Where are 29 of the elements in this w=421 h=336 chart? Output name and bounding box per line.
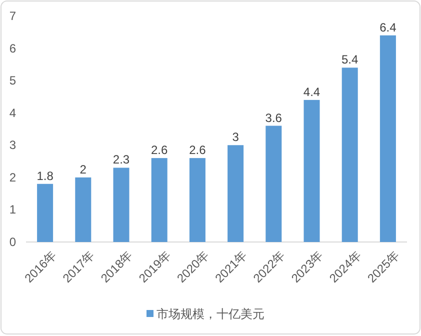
bar	[189, 158, 206, 242]
bar	[342, 68, 358, 242]
data-label: 3	[232, 130, 240, 144]
bar	[304, 100, 320, 242]
bar	[228, 145, 244, 242]
y-tick-label: 0	[9, 235, 16, 249]
y-tick-label: 1	[9, 202, 16, 217]
y-tick-label: 3	[9, 138, 16, 152]
data-label: 2.6	[189, 143, 206, 158]
y-tick-label: 5	[9, 74, 16, 88]
y-tick-label: 6	[9, 41, 16, 56]
bar	[266, 126, 282, 242]
data-label: 3.6	[265, 110, 282, 125]
data-label: 4.4	[303, 84, 320, 99]
data-label: 1.8	[36, 168, 54, 183]
bar	[151, 158, 168, 242]
legend-label: 市场规模，十亿美元	[156, 307, 264, 321]
y-tick-label: 4	[9, 106, 16, 120]
data-label: 2.6	[151, 143, 168, 158]
bar	[380, 35, 396, 242]
data-label: 2.3	[112, 152, 130, 167]
data-label: 2	[80, 162, 87, 176]
y-tick-label: 2	[9, 170, 16, 184]
y-tick-label: 7	[9, 9, 16, 23]
bar	[37, 184, 54, 242]
data-label: 6.4	[380, 20, 397, 34]
bar	[113, 168, 130, 242]
data-label: 5.4	[342, 52, 359, 67]
bar	[75, 177, 92, 242]
